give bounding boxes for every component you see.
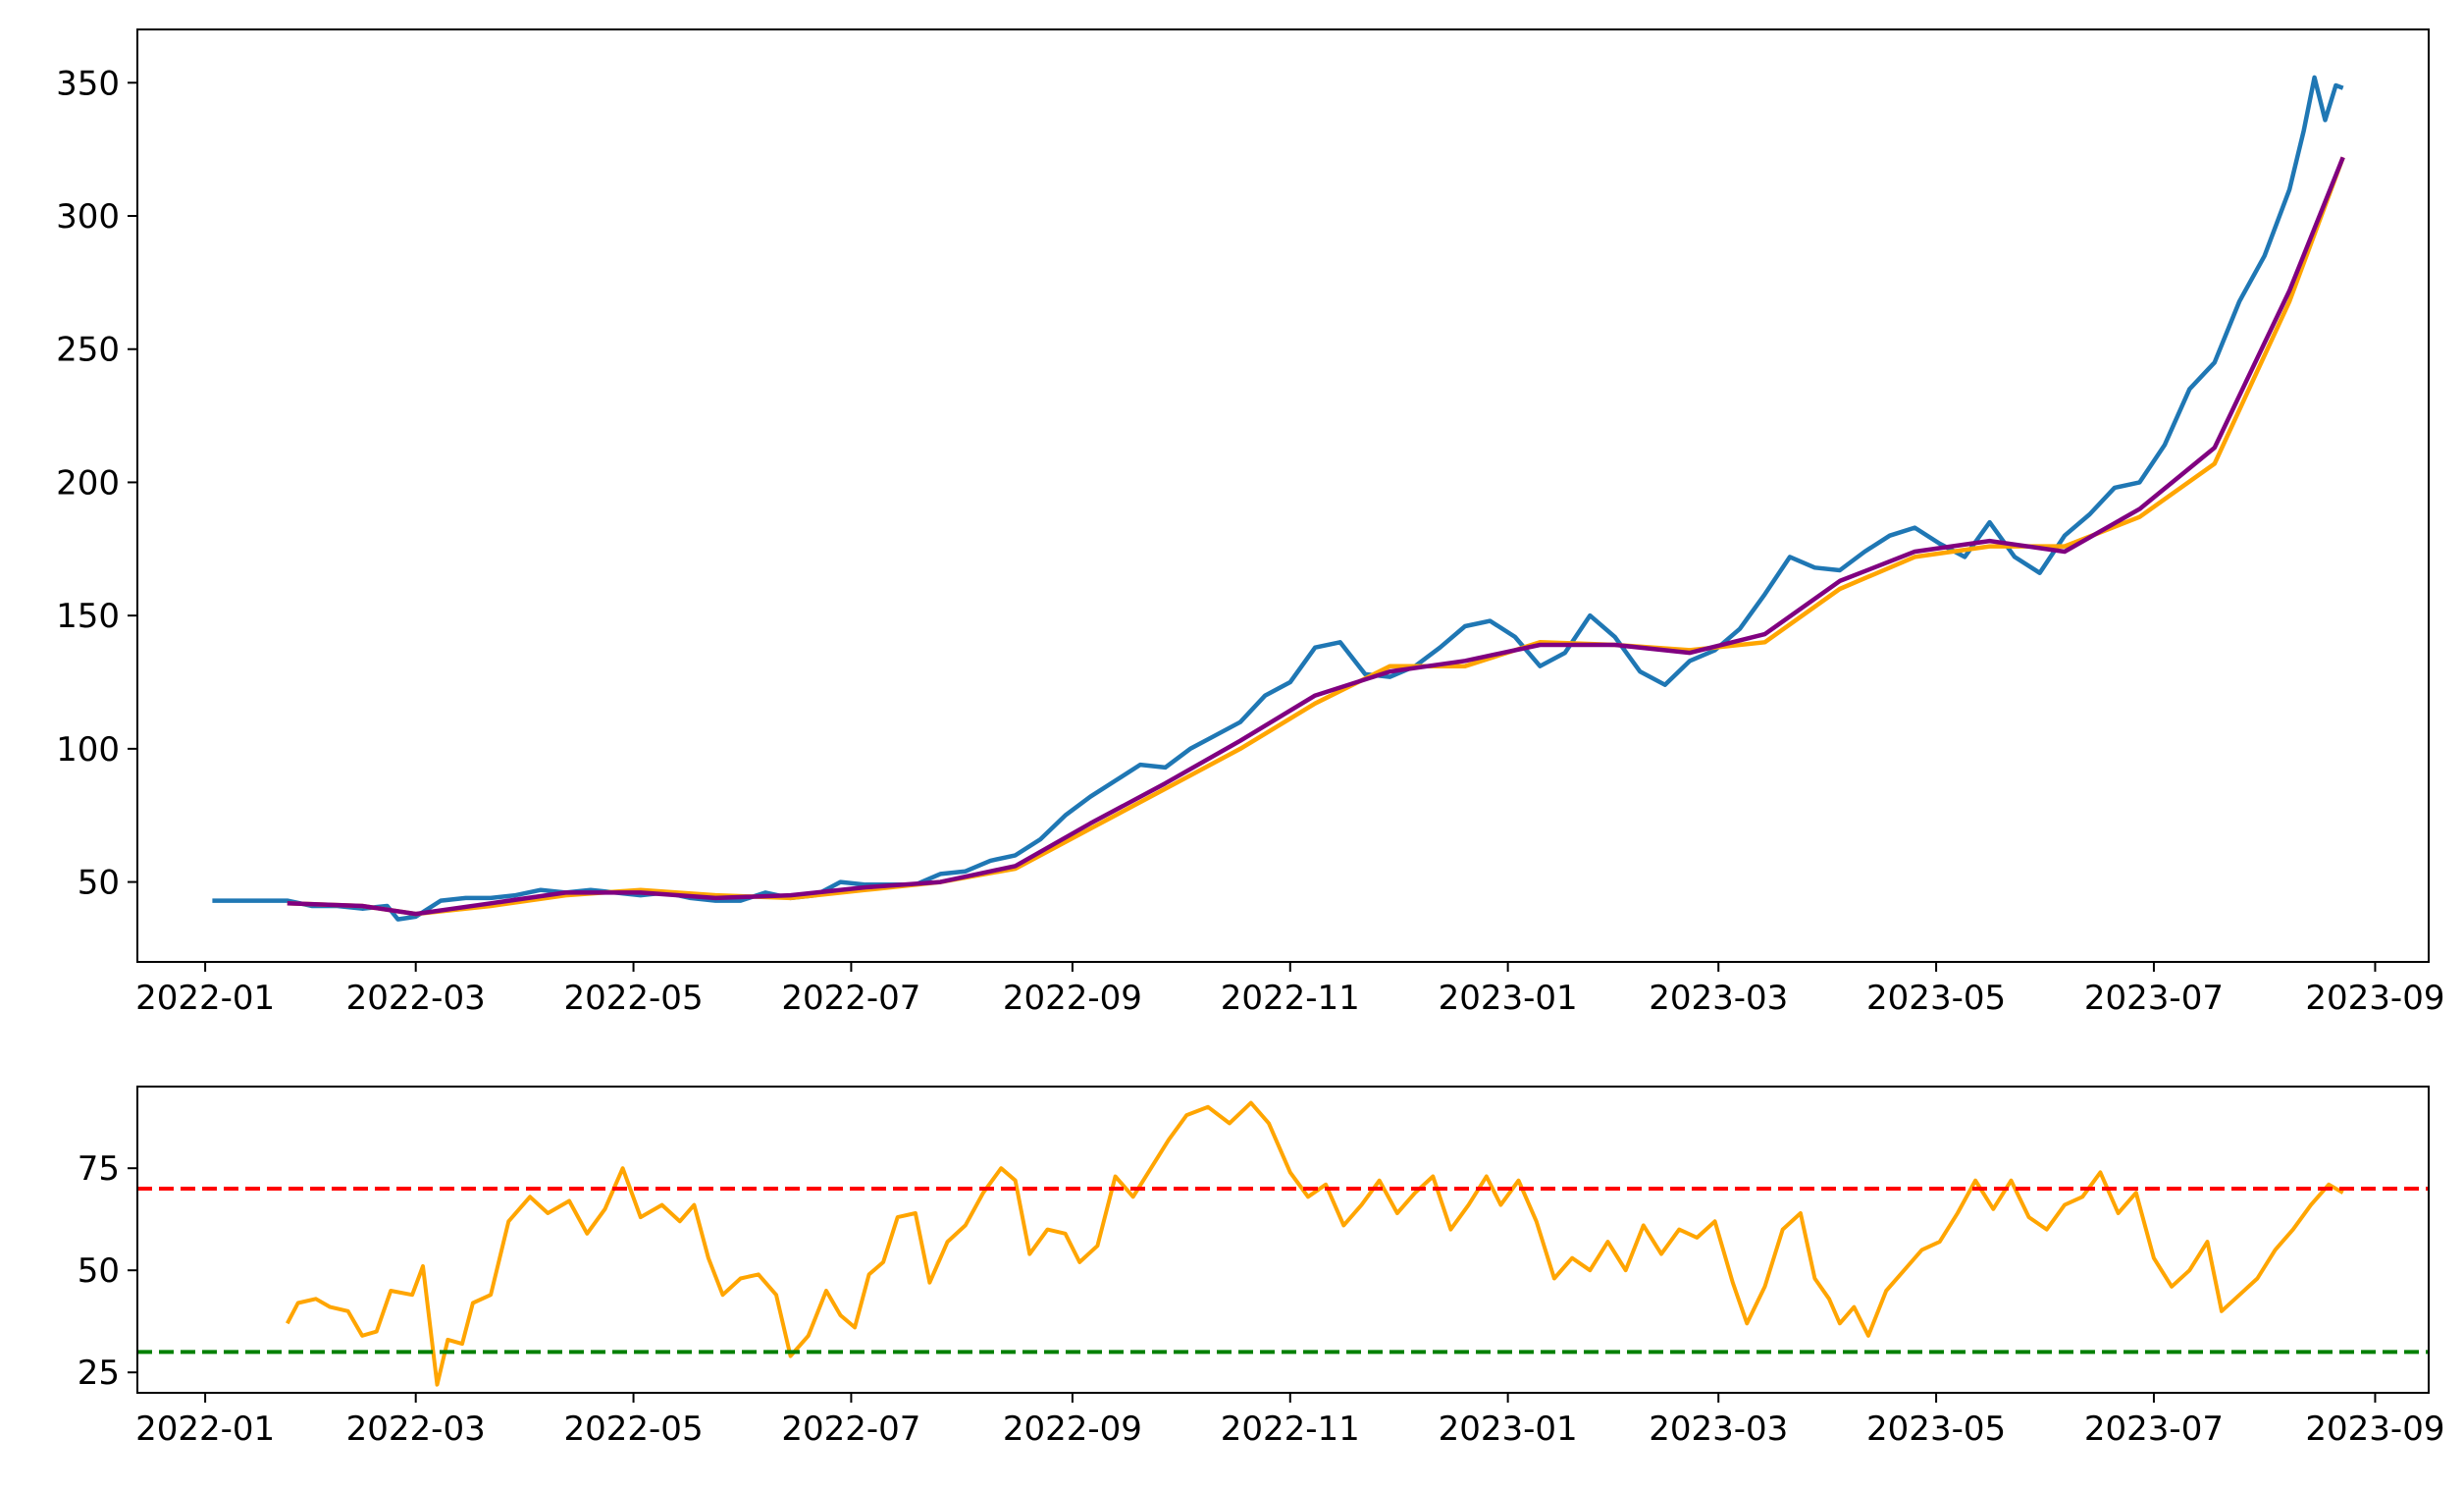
y-tick-label: 300 [56, 197, 120, 237]
y-tick-label: 25 [78, 1354, 120, 1393]
series-group [212, 75, 2345, 922]
x-tick-label: 2023-03 [1649, 979, 1788, 1018]
x-tick-label: 2023-05 [1866, 1409, 2006, 1449]
x-tick-label: 2022-07 [781, 979, 920, 1018]
indicator-chart-panel: 2022-01 2022-03 2022-05 2022-07 2022-09 2022-… [78, 1086, 2444, 1449]
y-tick-label: 200 [56, 463, 120, 503]
y-tick-label: 350 [56, 64, 120, 103]
x-tick-label: 2022-09 [1003, 1409, 1142, 1449]
y-tick-label: 250 [56, 331, 120, 370]
series-line-1 [286, 1100, 2344, 1387]
x-tick-label: 2022-09 [1003, 979, 1142, 1018]
y-tick-label: 150 [56, 597, 120, 636]
x-tick-label: 2022-01 [135, 979, 275, 1018]
series-line-2 [287, 156, 2345, 917]
y-tick-label: 50 [78, 1251, 120, 1291]
axes-frame [136, 1086, 2430, 1394]
y-tick-label: 75 [78, 1149, 120, 1189]
x-tick-label: 2022-11 [1221, 1409, 1360, 1449]
series-group [286, 1100, 2344, 1387]
x-tick-label: 2023-07 [2084, 1409, 2224, 1449]
series-line-1 [212, 75, 2344, 922]
x-tick-label: 2022-01 [135, 1409, 275, 1449]
x-tick-label: 2022-03 [346, 1409, 486, 1449]
x-tick-label: 2023-05 [1866, 979, 2006, 1018]
x-tick-label: 2023-09 [2305, 1409, 2444, 1449]
x-tick-label: 2022-03 [346, 979, 486, 1018]
price-chart-panel: 2022-01 2022-03 2022-05 2022-07 2022-09 2022-… [56, 28, 2444, 1018]
x-tick-label: 2022-05 [564, 979, 704, 1018]
x-tick-label: 2022-05 [564, 1409, 704, 1449]
y-tick-label: 100 [56, 730, 120, 770]
x-tick-label: 2023-01 [1439, 979, 1578, 1018]
y-tick-label: 50 [78, 864, 120, 903]
axes-frame [136, 28, 2430, 963]
x-tick-label: 2022-11 [1221, 979, 1360, 1018]
x-tick-label: 2023-03 [1649, 1409, 1788, 1449]
x-tick-label: 2023-01 [1439, 1409, 1578, 1449]
series-line-3 [287, 156, 2345, 917]
x-tick-label: 2023-07 [2084, 979, 2224, 1018]
x-tick-label: 2023-09 [2305, 979, 2444, 1018]
x-tick-label: 2022-07 [781, 1409, 920, 1449]
